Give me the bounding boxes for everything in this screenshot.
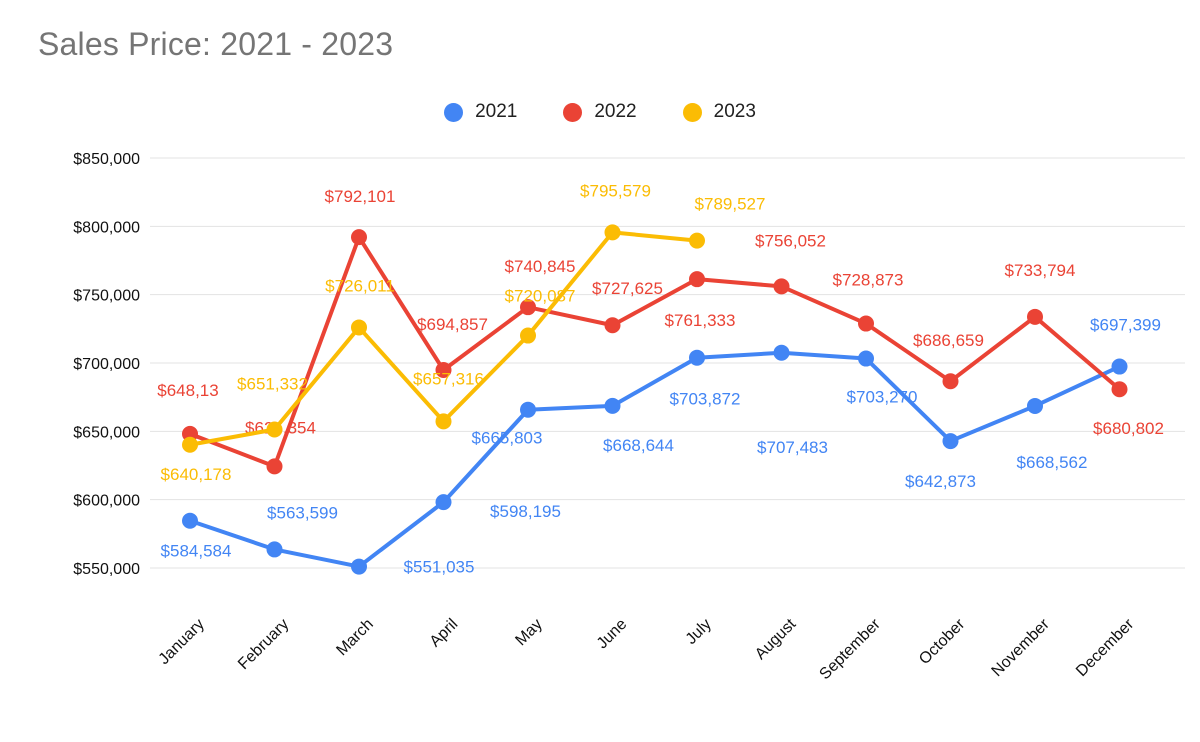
value-label-2023: $720,087 xyxy=(505,287,576,306)
data-point-2023[interactable] xyxy=(351,319,367,336)
x-axis-label: August xyxy=(752,615,800,663)
value-label-2022: $761,333 xyxy=(665,311,736,330)
value-label-2023: $651,332 xyxy=(237,375,308,394)
value-label-2021: $563,599 xyxy=(267,503,338,522)
data-point-2021[interactable] xyxy=(182,512,198,529)
y-axis-label: $850,000 xyxy=(73,151,140,168)
value-label-2022: $756,052 xyxy=(755,231,826,250)
value-label-2021: $668,562 xyxy=(1017,453,1088,472)
value-label-2021: $703,270 xyxy=(847,388,918,407)
legend-item-2021[interactable]: 2021 xyxy=(444,101,517,123)
data-point-2021[interactable] xyxy=(520,401,536,418)
legend-swatch-2023-icon xyxy=(682,102,702,122)
legend-label-2023: 2023 xyxy=(713,101,756,122)
series-line-2021 xyxy=(188,350,1122,569)
legend-item-2023[interactable]: 2023 xyxy=(682,101,756,123)
y-axis-label: $650,000 xyxy=(73,424,140,441)
data-point-2022[interactable] xyxy=(266,458,283,475)
data-point-2021[interactable] xyxy=(773,344,790,361)
value-label-2021: $551,035 xyxy=(404,558,475,577)
data-point-2021[interactable] xyxy=(1111,358,1128,375)
y-axis-label: $750,000 xyxy=(73,288,140,305)
data-point-2021[interactable] xyxy=(604,397,621,414)
y-axis-label: $800,000 xyxy=(73,219,140,236)
x-axis-label: July xyxy=(683,616,715,648)
chart-title: Sales Price: 2021 - 2023 xyxy=(38,26,394,62)
value-label-2021: $598,195 xyxy=(490,502,561,521)
data-point-2021[interactable] xyxy=(858,350,874,367)
x-axis-label: January xyxy=(156,616,208,668)
value-label-2022: $733,794 xyxy=(1005,261,1076,280)
data-point-2022[interactable] xyxy=(520,299,536,316)
data-point-2022[interactable] xyxy=(1111,381,1128,398)
data-point-2021[interactable] xyxy=(689,349,705,366)
data-point-2022[interactable] xyxy=(773,278,790,295)
legend-label-2022: 2022 xyxy=(594,101,637,122)
data-point-2022[interactable] xyxy=(351,229,367,246)
data-point-2022[interactable] xyxy=(942,373,959,390)
data-point-2022[interactable] xyxy=(689,271,705,288)
value-label-2021: $642,873 xyxy=(905,472,976,491)
value-label-2022: $694,857 xyxy=(417,315,488,334)
value-label-2022: $728,873 xyxy=(833,271,904,290)
y-axis-label: $600,000 xyxy=(73,493,140,510)
value-label-2021: $668,644 xyxy=(603,436,674,455)
value-label-2022: $740,845 xyxy=(505,257,576,276)
value-label-2023: $640,178 xyxy=(161,465,232,484)
series-line-2023 xyxy=(188,230,699,447)
value-label-2023: $795,579 xyxy=(580,181,651,200)
data-point-2022[interactable] xyxy=(435,362,452,379)
x-axis-label: December xyxy=(1073,615,1138,680)
data-point-2022[interactable] xyxy=(1027,308,1043,325)
data-point-2023[interactable] xyxy=(604,224,621,241)
legend: 2021 2022 2023 xyxy=(0,101,1200,123)
data-point-2022[interactable] xyxy=(858,315,874,332)
data-point-2023[interactable] xyxy=(435,413,452,430)
value-label-2023: $789,527 xyxy=(695,195,766,214)
value-label-2022: $727,625 xyxy=(592,279,663,298)
legend-label-2021: 2021 xyxy=(475,101,518,122)
value-label-2023: $657,316 xyxy=(413,369,484,388)
data-point-2021[interactable] xyxy=(435,494,452,511)
x-axis-label: September xyxy=(816,615,884,683)
value-label-2022: $680,802 xyxy=(1093,419,1164,438)
x-axis-label: November xyxy=(989,615,1054,680)
data-point-2023[interactable] xyxy=(520,327,536,344)
value-label-2021: $697,399 xyxy=(1090,316,1161,335)
legend-item-2022[interactable]: 2022 xyxy=(563,101,637,123)
y-axis-label: $700,000 xyxy=(73,356,140,373)
x-axis-label: February xyxy=(235,616,292,673)
data-point-2021[interactable] xyxy=(351,558,367,575)
value-label-2021: $584,584 xyxy=(161,542,232,561)
value-label-2021: $665,803 xyxy=(472,429,543,448)
data-point-2023[interactable] xyxy=(182,436,198,453)
value-label-2022: $792,101 xyxy=(325,187,396,206)
data-point-2023[interactable] xyxy=(689,232,705,249)
data-point-2022[interactable] xyxy=(604,317,621,334)
value-label-2021: $703,872 xyxy=(670,390,741,409)
value-label-2021: $707,483 xyxy=(757,438,828,457)
x-axis-label: March xyxy=(333,616,376,659)
legend-swatch-2021-icon xyxy=(444,102,464,122)
data-point-2021[interactable] xyxy=(266,541,283,558)
x-axis-label: May xyxy=(512,616,545,649)
value-label-2022: $686,659 xyxy=(913,331,984,350)
legend-swatch-2022-icon xyxy=(563,102,583,122)
value-label-2023: $726,011 xyxy=(325,276,395,295)
x-axis-label: October xyxy=(916,615,969,668)
x-axis-label: June xyxy=(594,616,631,653)
data-point-2021[interactable] xyxy=(1027,397,1043,414)
data-point-2021[interactable] xyxy=(942,433,959,450)
data-point-2023[interactable] xyxy=(266,421,283,438)
x-axis-label: April xyxy=(427,616,462,651)
y-axis-label: $550,000 xyxy=(73,561,140,578)
value-label-2022: $648,13 xyxy=(157,381,218,400)
series-line-2022 xyxy=(188,235,1122,469)
